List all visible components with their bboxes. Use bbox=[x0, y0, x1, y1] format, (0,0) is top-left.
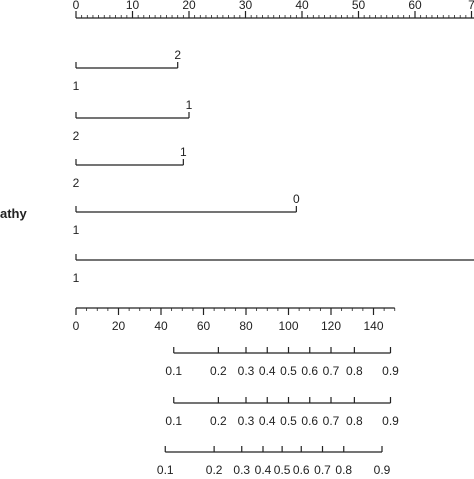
points-tick-label: 60 bbox=[408, 0, 422, 12]
variable-4-level-label: 0 bbox=[293, 192, 300, 206]
points-tick-label: 7 bbox=[468, 0, 474, 12]
probability-3-tick-label: 0.7 bbox=[314, 463, 331, 474]
probability-2-tick-label: 0.8 bbox=[346, 414, 363, 428]
points-tick-label: 50 bbox=[352, 0, 366, 12]
probability-3-tick-label: 0.4 bbox=[255, 463, 272, 474]
total-points-tick-label: 60 bbox=[197, 319, 211, 333]
probability-1-tick-label: 0.1 bbox=[165, 364, 182, 378]
total-points-tick-label: 100 bbox=[278, 319, 298, 333]
variable-5-level-label: 1 bbox=[73, 271, 80, 285]
probability-3-tick-label: 0.3 bbox=[233, 463, 250, 474]
probability-3-tick-label: 0.2 bbox=[206, 463, 223, 474]
probability-3-tick-label: 0.5 bbox=[274, 463, 291, 474]
variable-2-level-label: 1 bbox=[186, 98, 193, 112]
probability-2-tick-label: 0.9 bbox=[382, 414, 399, 428]
probability-2-tick-label: 0.4 bbox=[259, 414, 276, 428]
variable-1-level-label: 2 bbox=[174, 48, 181, 62]
variable-3-level-label: 1 bbox=[180, 145, 187, 159]
probability-1-tick-label: 0.4 bbox=[259, 364, 276, 378]
points-tick-label: 20 bbox=[182, 0, 196, 12]
probability-3-tick-label: 0.6 bbox=[293, 463, 310, 474]
probability-2-tick-label: 0.1 bbox=[165, 414, 182, 428]
probability-2-tick-label: 0.2 bbox=[210, 414, 227, 428]
probability-1-tick-label: 0.7 bbox=[323, 364, 340, 378]
points-tick-label: 10 bbox=[126, 0, 140, 12]
probability-1-tick-label: 0.2 bbox=[210, 364, 227, 378]
variable-1-level-label: 1 bbox=[73, 79, 80, 93]
probability-2-tick-label: 0.6 bbox=[301, 414, 318, 428]
probability-1-tick-label: 0.9 bbox=[382, 364, 399, 378]
probability-2-tick-label: 0.5 bbox=[280, 414, 297, 428]
total-points-tick-label: 80 bbox=[239, 319, 253, 333]
variable-2-level-label: 2 bbox=[73, 129, 80, 143]
probability-3-tick-label: 0.9 bbox=[374, 463, 391, 474]
total-points-tick-label: 40 bbox=[154, 319, 168, 333]
total-points-tick-label: 20 bbox=[112, 319, 126, 333]
total-points-tick-label: 140 bbox=[363, 319, 383, 333]
probability-1-tick-label: 0.8 bbox=[346, 364, 363, 378]
probability-2-tick-label: 0.7 bbox=[323, 414, 340, 428]
probability-1-tick-label: 0.6 bbox=[301, 364, 318, 378]
probability-3-tick-label: 0.1 bbox=[157, 463, 174, 474]
total-points-tick-label: 0 bbox=[73, 319, 80, 333]
points-tick-label: 40 bbox=[295, 0, 309, 12]
probability-3-tick-label: 0.8 bbox=[335, 463, 352, 474]
probability-2-tick-label: 0.3 bbox=[238, 414, 255, 428]
variable-4-level-label: 1 bbox=[73, 223, 80, 237]
variable-4-label: athy bbox=[0, 206, 28, 221]
points-tick-label: 30 bbox=[239, 0, 253, 12]
points-tick-label: 0 bbox=[73, 0, 80, 12]
total-points-tick-label: 120 bbox=[321, 319, 341, 333]
variable-3-level-label: 2 bbox=[73, 176, 80, 190]
probability-1-tick-label: 0.3 bbox=[238, 364, 255, 378]
probability-1-tick-label: 0.5 bbox=[280, 364, 297, 378]
